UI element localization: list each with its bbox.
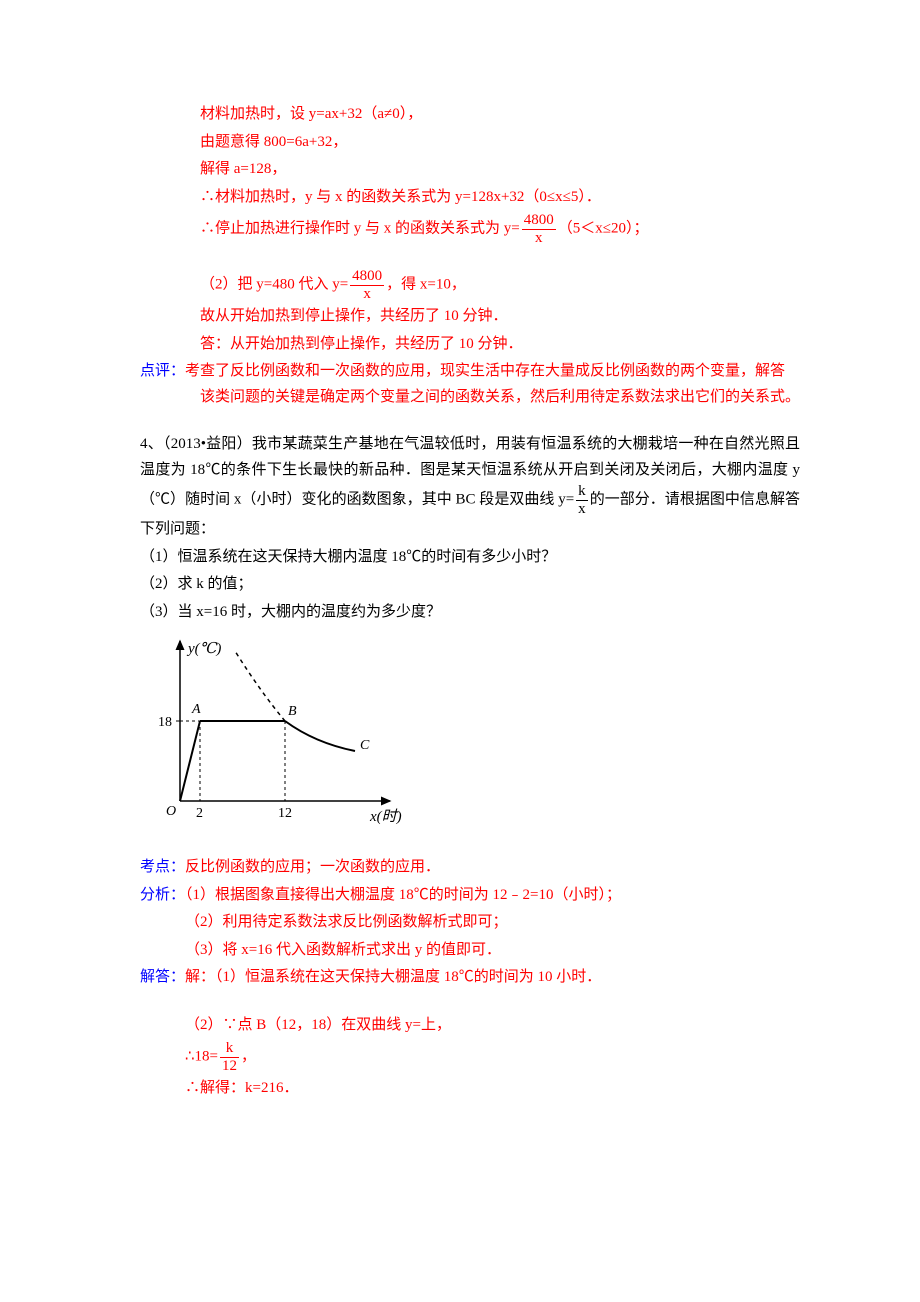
sol3-line5: ∴停止加热进行操作时 y 与 x 的函数关系式为 y=4800x（5＜x≤20）…: [200, 212, 800, 246]
sol3-line6a: （2）把 y=480 代入 y=: [200, 276, 348, 292]
graph-ytick-18: 18: [158, 715, 172, 730]
jieda-l3b: ，: [241, 1048, 256, 1064]
graph-y-axis-label: y(℃): [186, 641, 221, 657]
jieda-l1: 解：（1）恒温系统在这天保持大棚温度 18℃的时间为 10 小时．: [185, 969, 601, 985]
fenxi-l1: （1）根据图象直接得出大棚温度 18℃的时间为 12﹣2=10（小时）；: [185, 887, 621, 903]
sol3-line5b: （5＜x≤20）；: [558, 220, 649, 236]
fraction-4800-x-1: 4800x: [522, 212, 556, 246]
problem4-graph: 18 2 12 O y(℃) x(时) A B C: [140, 631, 420, 831]
ans4-jieda-line4: ∴解得：k=216．: [140, 1076, 800, 1102]
problem4-stem: 4、（2013•益阳）我市某蔬菜生产基地在气温较低时，用装有恒温系统的大棚栽培一…: [140, 432, 800, 543]
solution-3-block: 材料加热时，设 y=ax+32（a≠0）， 由题意得 800=6a+32， 解得…: [140, 102, 800, 357]
ans4-fenxi-line1: 分析：（1）根据图象直接得出大棚温度 18℃的时间为 12﹣2=10（小时）；: [140, 883, 800, 909]
sol3-line1: 材料加热时，设 y=ax+32（a≠0），: [200, 102, 800, 128]
ans4-fenxi-line3: （3）将 x=16 代入函数解析式求出 y 的值即可．: [140, 938, 800, 964]
ans4-jieda-line3: ∴18=k12，: [140, 1040, 800, 1074]
page: 材料加热时，设 y=ax+32（a≠0）， 由题意得 800=6a+32， 解得…: [0, 0, 920, 1164]
problem4-q1: （1）恒温系统在这天保持大棚内温度 18℃的时间有多少小时？: [140, 545, 800, 571]
problem4-q3: （3）当 x=16 时，大棚内的温度约为多少度？: [140, 600, 800, 626]
kaodian-label: 考点：: [140, 859, 185, 875]
graph-label-A: A: [191, 702, 201, 717]
sol3-dianping: 点评：考查了反比例函数和一次函数的应用，现实生活中存在大量成反比例函数的两个变量…: [140, 359, 800, 410]
jieda-l3a: ∴18=: [185, 1048, 218, 1064]
fenxi-label: 分析：: [140, 887, 185, 903]
dianping-label: 点评：: [140, 363, 185, 379]
ans4-fenxi-line2: （2）利用待定系数法求反比例函数解析式即可；: [140, 910, 800, 936]
sol3-line5a: ∴停止加热进行操作时 y 与 x 的函数关系式为 y=: [200, 220, 520, 236]
sol3-line6b: ，得 x=10，: [386, 276, 466, 292]
graph-xtick-2: 2: [196, 806, 203, 821]
sol3-line2: 由题意得 800=6a+32，: [200, 130, 800, 156]
problem4-text-b: y=: [558, 491, 574, 507]
sol3-line7: 故从开始加热到停止操作，共经历了 10 分钟．: [200, 304, 800, 330]
sol3-line3: 解得 a=128，: [200, 157, 800, 183]
graph-x-axis-label: x(时): [369, 808, 402, 825]
ans4-jieda-line1: 解答：解：（1）恒温系统在这天保持大棚温度 18℃的时间为 10 小时．: [140, 965, 800, 991]
kaodian-text: 反比例函数的应用；一次函数的应用．: [185, 859, 440, 875]
graph-label-C: C: [360, 738, 370, 753]
sol3-line4: ∴材料加热时，y 与 x 的函数关系式为 y=128x+32（0≤x≤5）．: [200, 185, 800, 211]
fraction-k-x: kx: [576, 483, 588, 517]
graph-xtick-12: 12: [278, 806, 292, 821]
jieda-label: 解答：: [140, 969, 185, 985]
sol3-line8: 答：从开始加热到停止操作，共经历了 10 分钟．: [200, 332, 800, 358]
problem4-q2: （2）求 k 的值；: [140, 572, 800, 598]
graph-origin: O: [166, 804, 176, 819]
graph-label-B: B: [288, 704, 297, 719]
sol3-line6: （2）把 y=480 代入 y=4800x，得 x=10，: [200, 268, 800, 302]
fraction-4800-x-2: 4800x: [350, 268, 384, 302]
fraction-k-12: k12: [220, 1040, 239, 1074]
ans4-jieda-line2: （2）∵点 B（12，18）在双曲线 y=上，: [140, 1013, 800, 1039]
dianping-text: 考查了反比例函数和一次函数的应用，现实生活中存在大量成反比例函数的两个变量，解答…: [185, 363, 800, 405]
ans4-kaodian: 考点：反比例函数的应用；一次函数的应用．: [140, 855, 800, 881]
